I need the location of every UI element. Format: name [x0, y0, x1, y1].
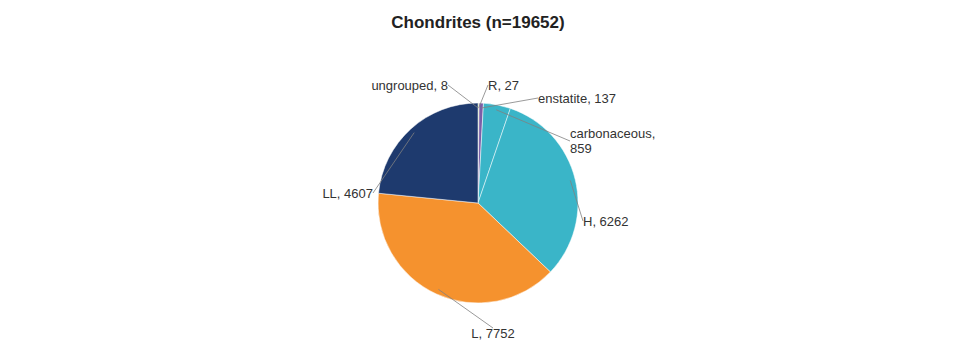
svg-text:LL, 4607: LL, 4607: [322, 186, 373, 201]
svg-text:L, 7752: L, 7752: [471, 326, 514, 341]
svg-text:enstatite, 137: enstatite, 137: [538, 91, 616, 106]
svg-text:H, 6262: H, 6262: [583, 214, 629, 229]
svg-text:carbonaceous,859: carbonaceous,859: [570, 126, 655, 157]
svg-text:ungrouped, 8: ungrouped, 8: [371, 78, 448, 93]
html-text:Chondrites (n=19652): Chondrites (n=19652): [391, 13, 565, 32]
svg-text:R, 27: R, 27: [488, 78, 519, 93]
